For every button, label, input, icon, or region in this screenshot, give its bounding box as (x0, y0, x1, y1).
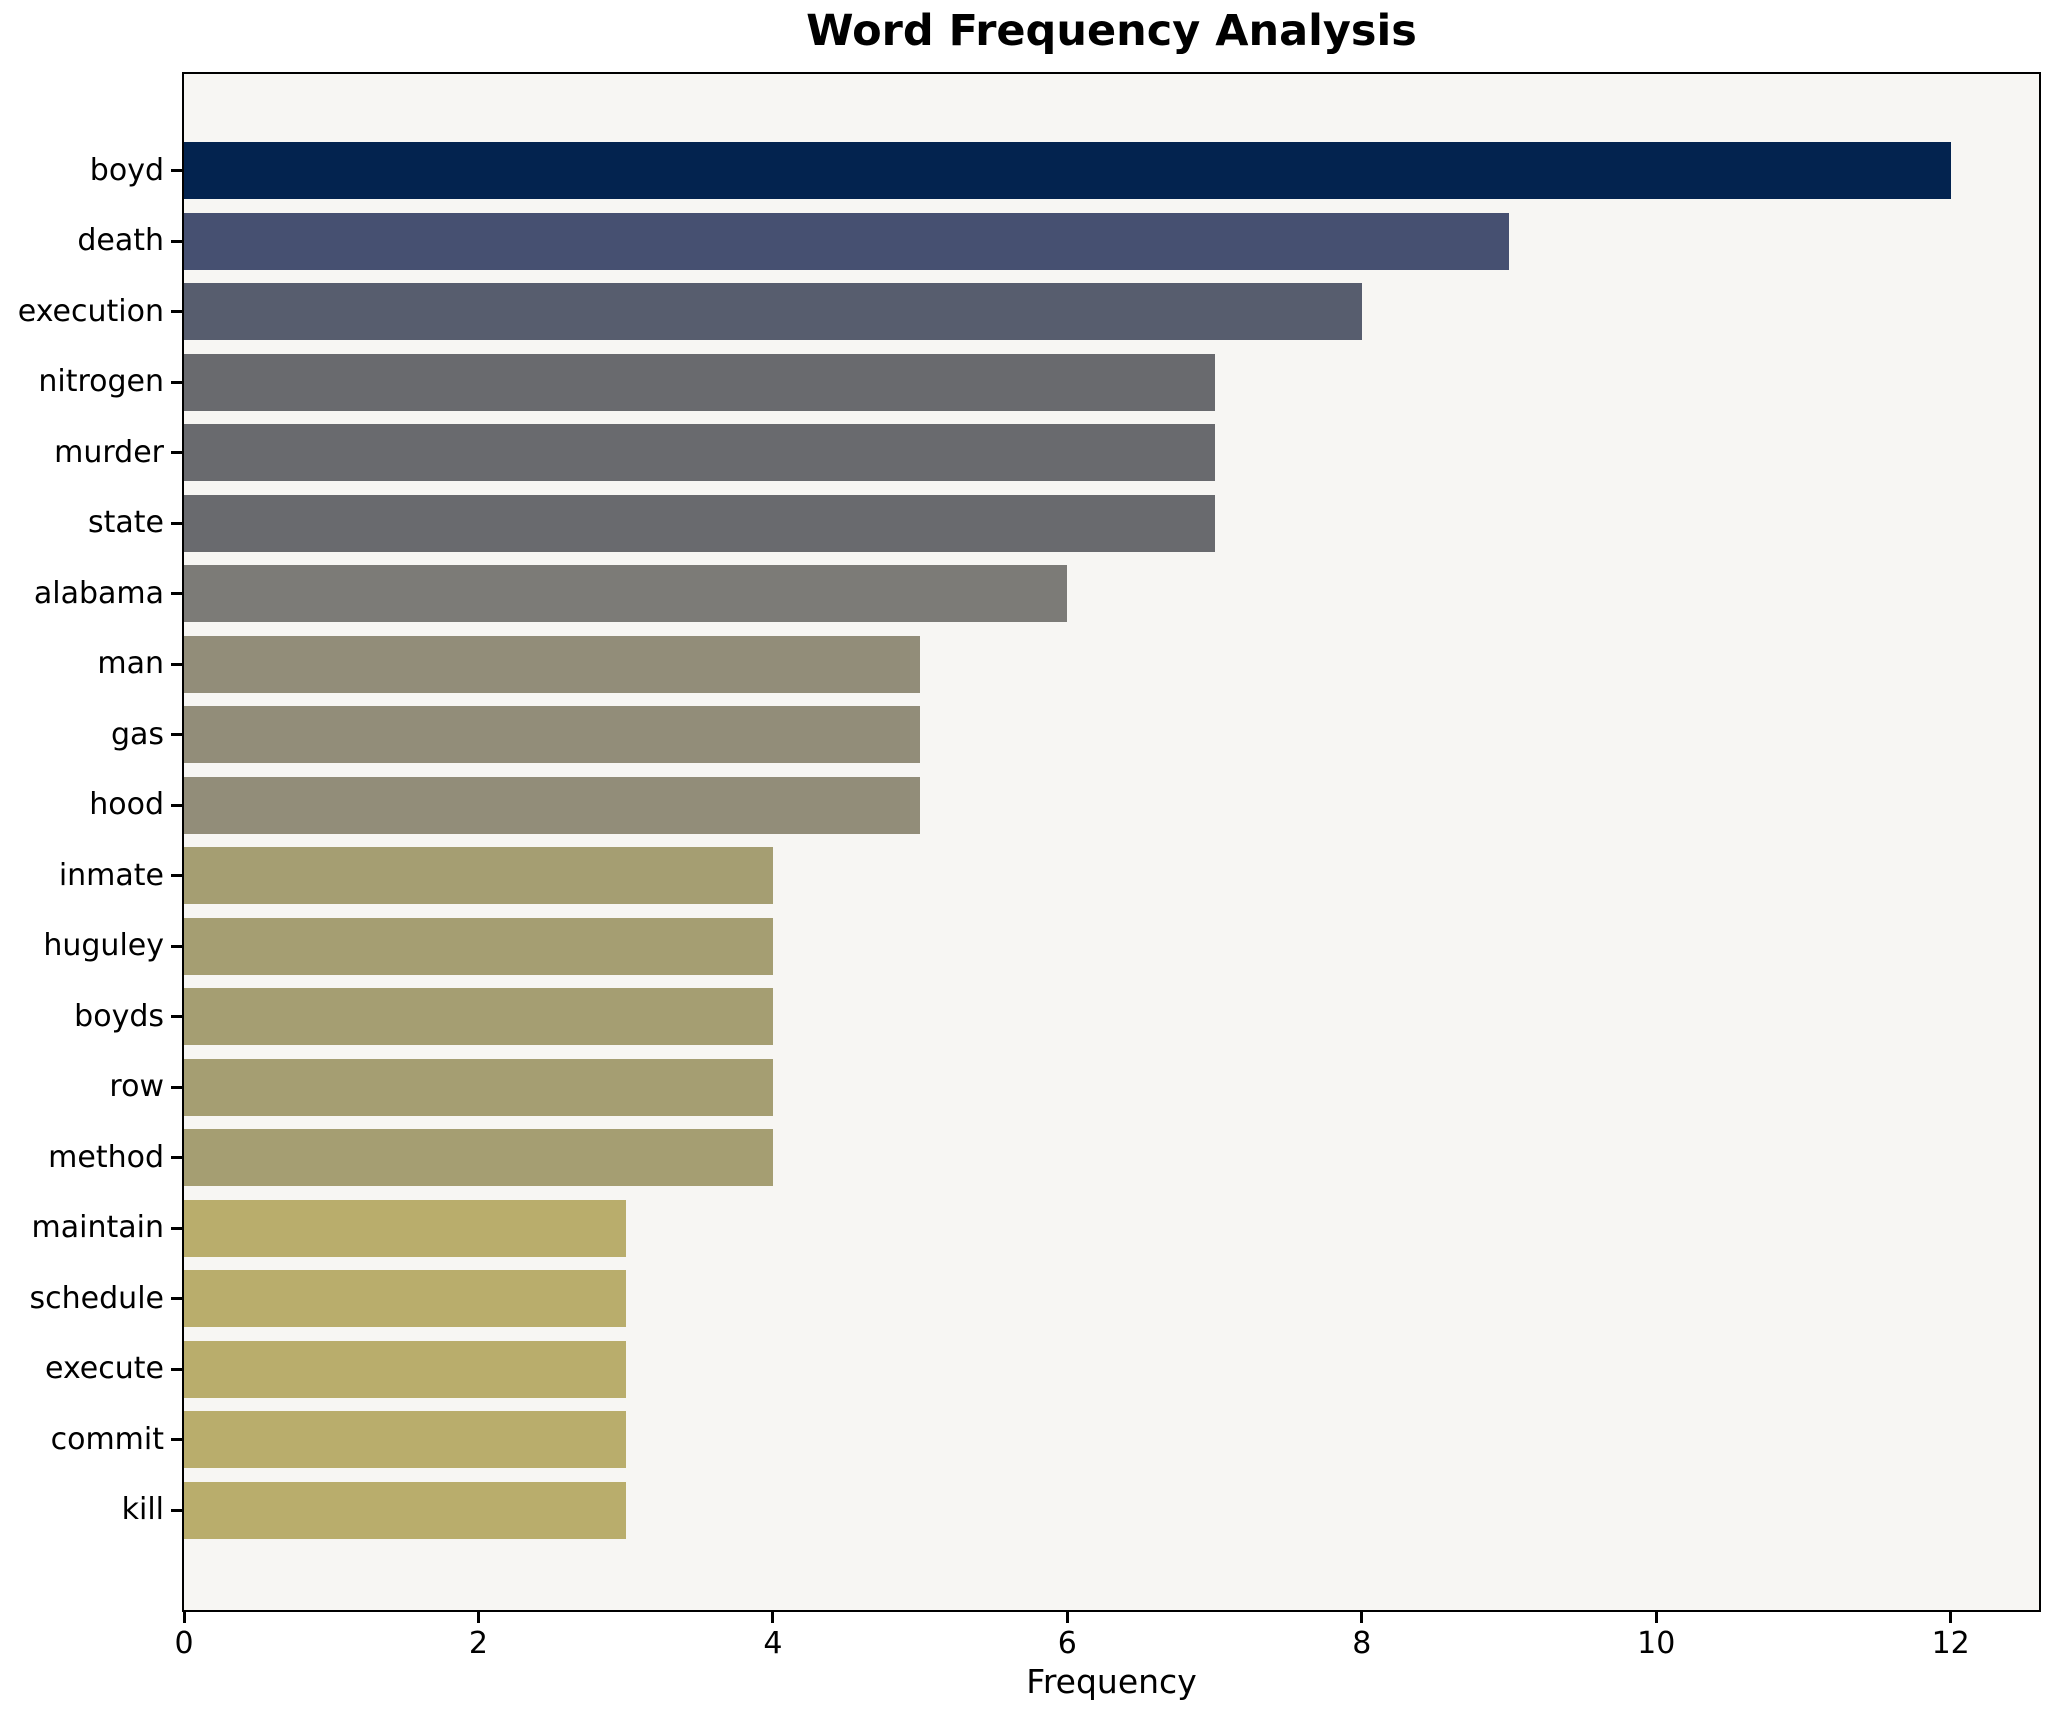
x-tick-label-2: 2 (468, 1626, 488, 1661)
bar-commit (184, 1411, 626, 1469)
y-tick-label-gas: gas (110, 716, 164, 752)
x-tick-mark (182, 1612, 186, 1623)
y-tick-mark (171, 1015, 182, 1019)
y-tick-label-murder: murder (54, 434, 164, 470)
y-tick-label-kill: kill (121, 1492, 164, 1528)
x-axis-label: Frequency (1026, 1662, 1197, 1701)
y-tick-label-execute: execute (45, 1351, 164, 1387)
y-tick-label-schedule: schedule (29, 1280, 164, 1316)
bar-kill (184, 1481, 626, 1539)
y-tick-mark (171, 1156, 182, 1160)
y-tick-mark (171, 1508, 182, 1512)
bar-death (184, 212, 1509, 270)
bar-murder (184, 424, 1215, 482)
x-tick-mark (1654, 1612, 1658, 1623)
y-tick-label-alabama: alabama (33, 575, 164, 611)
y-tick-mark (171, 169, 182, 173)
x-tick-label-8: 8 (1352, 1626, 1372, 1661)
x-tick-mark (1065, 1612, 1069, 1623)
y-tick-label-boyds: boyds (74, 998, 164, 1034)
y-tick-label-hood: hood (89, 787, 164, 823)
bar-gas (184, 706, 921, 764)
bar-man (184, 635, 921, 693)
y-tick-mark (171, 803, 182, 807)
bar-huguley (184, 917, 773, 975)
y-tick-label-death: death (77, 223, 164, 259)
bar-execution (184, 283, 1362, 341)
bar-maintain (184, 1199, 626, 1257)
y-tick-label-huguley: huguley (43, 928, 164, 964)
x-tick-label-10: 10 (1637, 1626, 1676, 1661)
bar-execute (184, 1340, 626, 1398)
y-tick-mark (171, 380, 182, 384)
x-tick-label-12: 12 (1931, 1626, 1970, 1661)
y-tick-mark (171, 1226, 182, 1230)
y-tick-label-row: row (109, 1069, 164, 1105)
bar-schedule (184, 1270, 626, 1328)
y-tick-label-state: state (88, 505, 164, 541)
y-tick-label-man: man (97, 646, 164, 682)
y-tick-mark (171, 1297, 182, 1301)
y-tick-label-boyd: boyd (89, 152, 164, 188)
bar-boyds (184, 988, 773, 1046)
bar-state (184, 494, 1215, 552)
bar-hood (184, 776, 921, 834)
bar-boyd (184, 142, 1951, 200)
y-tick-mark (171, 1438, 182, 1442)
x-tick-mark (476, 1612, 480, 1623)
x-tick-mark (1360, 1612, 1364, 1623)
x-tick-mark (771, 1612, 775, 1623)
chart-title: Word Frequency Analysis (806, 6, 1417, 56)
plot-area (182, 72, 2041, 1612)
bar-inmate (184, 847, 773, 905)
y-tick-mark (171, 239, 182, 243)
y-tick-label-execution: execution (17, 293, 164, 329)
x-tick-label-6: 6 (1057, 1626, 1077, 1661)
y-tick-mark (171, 310, 182, 314)
x-tick-mark (1949, 1612, 1953, 1623)
y-tick-mark (171, 451, 182, 455)
y-tick-label-inmate: inmate (58, 857, 164, 893)
y-tick-label-maintain: maintain (31, 1210, 164, 1246)
y-tick-mark (171, 1085, 182, 1089)
bar-alabama (184, 565, 1068, 623)
y-tick-mark (171, 662, 182, 666)
y-tick-label-commit: commit (50, 1421, 164, 1457)
y-tick-mark (171, 733, 182, 737)
y-tick-mark (171, 1367, 182, 1371)
y-tick-label-nitrogen: nitrogen (38, 364, 164, 400)
x-tick-label-0: 0 (174, 1626, 194, 1661)
y-tick-mark (171, 944, 182, 948)
y-tick-mark (171, 874, 182, 878)
y-tick-mark (171, 592, 182, 596)
bar-method (184, 1129, 773, 1187)
bar-nitrogen (184, 353, 1215, 411)
y-tick-mark (171, 521, 182, 525)
y-tick-label-method: method (48, 1139, 164, 1175)
bar-row (184, 1058, 773, 1116)
x-tick-label-4: 4 (763, 1626, 783, 1661)
